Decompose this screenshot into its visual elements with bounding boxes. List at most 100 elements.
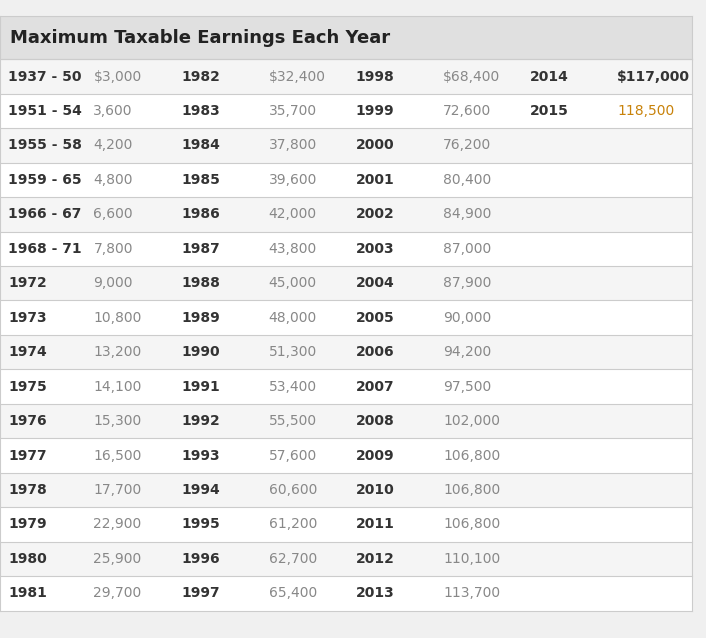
Text: 1973: 1973 — [8, 311, 47, 325]
Text: 13,200: 13,200 — [93, 345, 142, 359]
Text: 2010: 2010 — [356, 483, 395, 497]
Text: 2004: 2004 — [356, 276, 395, 290]
Text: 57,600: 57,600 — [268, 449, 317, 463]
Text: $3,000: $3,000 — [93, 70, 142, 84]
Text: 1983: 1983 — [181, 104, 220, 118]
Text: 4,200: 4,200 — [93, 138, 133, 152]
Text: 29,700: 29,700 — [93, 586, 142, 600]
Bar — [0, 16, 692, 59]
Bar — [0, 542, 692, 576]
Text: 94,200: 94,200 — [443, 345, 491, 359]
Text: 1955 - 58: 1955 - 58 — [8, 138, 82, 152]
Text: 1959 - 65: 1959 - 65 — [8, 173, 82, 187]
Text: 87,900: 87,900 — [443, 276, 491, 290]
Bar — [0, 59, 692, 94]
Text: 72,600: 72,600 — [443, 104, 491, 118]
Text: 106,800: 106,800 — [443, 517, 500, 531]
Text: 106,800: 106,800 — [443, 449, 500, 463]
Text: 51,300: 51,300 — [268, 345, 317, 359]
Text: 35,700: 35,700 — [268, 104, 317, 118]
Text: 106,800: 106,800 — [443, 483, 500, 497]
Text: 2001: 2001 — [356, 173, 395, 187]
Text: 25,900: 25,900 — [93, 552, 142, 566]
Text: 1984: 1984 — [181, 138, 220, 152]
Text: 102,000: 102,000 — [443, 414, 500, 428]
Bar — [0, 266, 692, 300]
Text: 39,600: 39,600 — [268, 173, 317, 187]
Text: $68,400: $68,400 — [443, 70, 500, 84]
Bar — [0, 438, 692, 473]
Text: $32,400: $32,400 — [268, 70, 325, 84]
Text: 22,900: 22,900 — [93, 517, 142, 531]
Text: 1994: 1994 — [181, 483, 220, 497]
Text: 80,400: 80,400 — [443, 173, 491, 187]
Text: 97,500: 97,500 — [443, 380, 491, 394]
Text: 61,200: 61,200 — [268, 517, 317, 531]
Text: 1988: 1988 — [181, 276, 220, 290]
Bar — [0, 197, 692, 232]
Text: 37,800: 37,800 — [268, 138, 317, 152]
Text: 1997: 1997 — [181, 586, 220, 600]
Text: 1995: 1995 — [181, 517, 220, 531]
Bar — [0, 94, 692, 128]
Text: 15,300: 15,300 — [93, 414, 142, 428]
Text: 1966 - 67: 1966 - 67 — [8, 207, 82, 221]
Text: 1974: 1974 — [8, 345, 47, 359]
Bar — [0, 300, 692, 335]
Text: 10,800: 10,800 — [93, 311, 142, 325]
Text: 1993: 1993 — [181, 449, 220, 463]
Text: 1989: 1989 — [181, 311, 220, 325]
Text: 2003: 2003 — [356, 242, 395, 256]
Text: 1972: 1972 — [8, 276, 47, 290]
Text: 90,000: 90,000 — [443, 311, 491, 325]
Text: 2011: 2011 — [356, 517, 395, 531]
Text: 1951 - 54: 1951 - 54 — [8, 104, 82, 118]
Text: 113,700: 113,700 — [443, 586, 500, 600]
Bar — [0, 404, 692, 438]
Text: 2007: 2007 — [356, 380, 395, 394]
Text: 76,200: 76,200 — [443, 138, 491, 152]
Bar — [0, 507, 692, 542]
Text: 2008: 2008 — [356, 414, 395, 428]
Text: 3,600: 3,600 — [93, 104, 133, 118]
Bar — [0, 335, 692, 369]
Text: Maximum Taxable Earnings Each Year: Maximum Taxable Earnings Each Year — [11, 29, 390, 47]
Text: 16,500: 16,500 — [93, 449, 142, 463]
Bar — [0, 232, 692, 266]
Text: 1991: 1991 — [181, 380, 220, 394]
Text: $117,000: $117,000 — [617, 70, 690, 84]
Text: 1975: 1975 — [8, 380, 47, 394]
Text: 42,000: 42,000 — [268, 207, 317, 221]
Text: 118,500: 118,500 — [617, 104, 675, 118]
Text: 17,700: 17,700 — [93, 483, 142, 497]
Text: 1987: 1987 — [181, 242, 220, 256]
Bar — [0, 473, 692, 507]
Text: 2000: 2000 — [356, 138, 395, 152]
Text: 45,000: 45,000 — [268, 276, 317, 290]
Text: 2006: 2006 — [356, 345, 395, 359]
Text: 1986: 1986 — [181, 207, 220, 221]
Text: 4,800: 4,800 — [93, 173, 133, 187]
Text: 2009: 2009 — [356, 449, 395, 463]
Text: 1998: 1998 — [356, 70, 395, 84]
Text: 43,800: 43,800 — [268, 242, 317, 256]
Text: 110,100: 110,100 — [443, 552, 500, 566]
Text: 1937 - 50: 1937 - 50 — [8, 70, 82, 84]
Text: 1981: 1981 — [8, 586, 47, 600]
Text: 1982: 1982 — [181, 70, 220, 84]
Bar — [0, 576, 692, 611]
Text: 65,400: 65,400 — [268, 586, 317, 600]
Text: 2015: 2015 — [530, 104, 569, 118]
Text: 1979: 1979 — [8, 517, 47, 531]
Text: 84,900: 84,900 — [443, 207, 491, 221]
Text: 1980: 1980 — [8, 552, 47, 566]
Text: 48,000: 48,000 — [268, 311, 317, 325]
Text: 2012: 2012 — [356, 552, 395, 566]
Text: 53,400: 53,400 — [268, 380, 317, 394]
Text: 2014: 2014 — [530, 70, 569, 84]
Text: 14,100: 14,100 — [93, 380, 142, 394]
Text: 1977: 1977 — [8, 449, 47, 463]
Text: 1990: 1990 — [181, 345, 220, 359]
Text: 62,700: 62,700 — [268, 552, 317, 566]
Text: 1976: 1976 — [8, 414, 47, 428]
